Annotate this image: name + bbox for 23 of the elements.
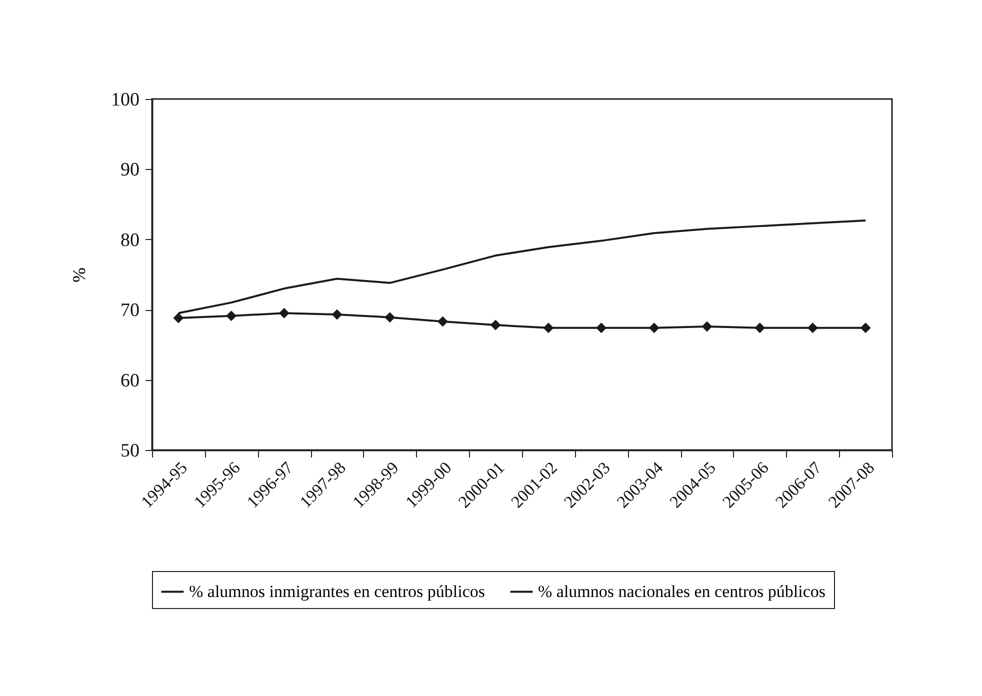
point [702, 321, 712, 332]
point [648, 322, 660, 334]
y-tick-label: 90 [120, 160, 140, 181]
point [437, 316, 448, 327]
point [754, 322, 766, 334]
y-tick-label: 60 [120, 370, 140, 392]
point [807, 322, 818, 334]
legend-label: % alumnos inmigrantes en centros públicos [189, 582, 486, 601]
point [543, 322, 554, 334]
point [596, 322, 607, 334]
y-tick-label: 100 [111, 90, 140, 110]
point [332, 309, 342, 320]
point [860, 322, 871, 334]
y-tick-label: 80 [120, 230, 140, 251]
point [384, 312, 396, 323]
y-tick-label: 70 [120, 300, 140, 322]
point [226, 310, 237, 322]
point [173, 312, 184, 324]
point [490, 320, 501, 330]
y-tick-label: 50 [120, 440, 140, 462]
legend-label: % alumnos nacionales en centros públicos [538, 582, 826, 601]
point [278, 308, 290, 318]
y-axis-title: % [69, 268, 89, 282]
